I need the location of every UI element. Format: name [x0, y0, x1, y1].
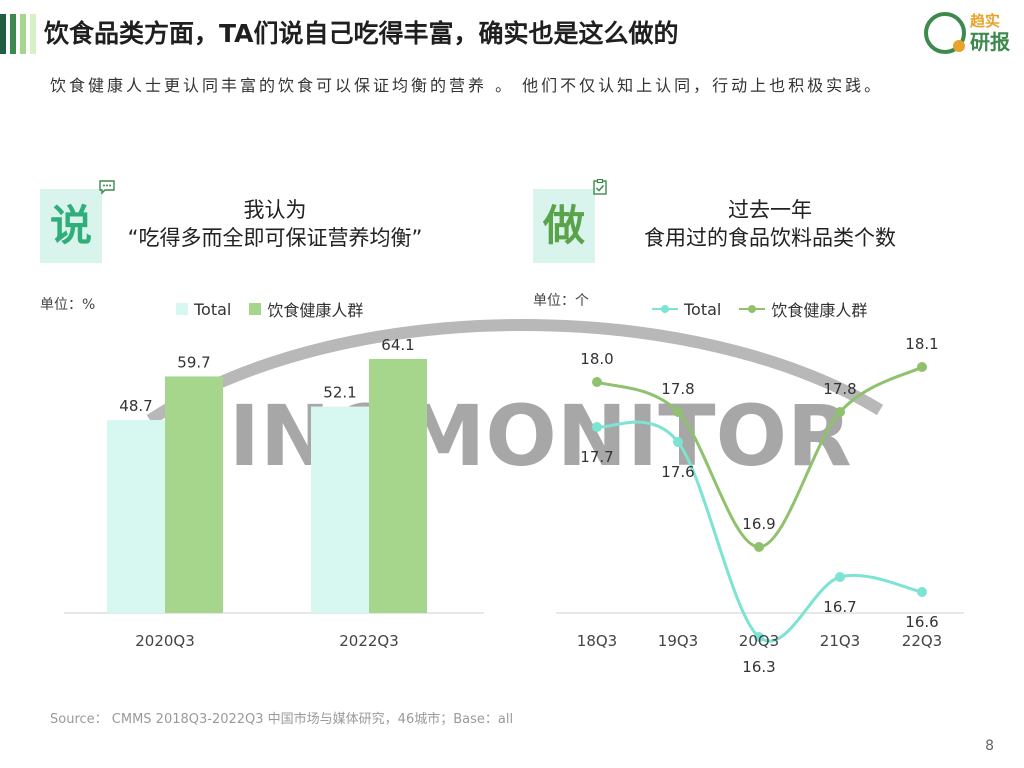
right-unit-label: 单位：个: [533, 293, 589, 309]
total-series-line: [596, 420, 923, 643]
line-value-label: 18.1: [905, 335, 938, 353]
say-badge: 说: [40, 189, 102, 263]
legend-total: Total: [176, 300, 231, 319]
legend-health-swatch: [249, 303, 262, 315]
bar-2022Q3-health: [369, 359, 427, 613]
x-tick-label: 22Q3: [902, 632, 942, 650]
bar-2020Q3-total: [107, 420, 165, 613]
legend-line-health-marker: [739, 303, 766, 315]
x-tick-label: 18Q3: [577, 632, 617, 650]
header-accent-bars: [0, 14, 36, 54]
x-tick-label: 2020Q3: [135, 632, 195, 650]
watermark: SINOMONITOR: [146, 319, 884, 485]
logo-q-icon: [924, 12, 966, 54]
line-value-label: 16.9: [742, 515, 775, 533]
legend-total-label: Total: [194, 299, 232, 319]
right-heading-line2: 食用过的食品饮料品类个数: [644, 226, 896, 250]
left-heading-line1: 我认为: [243, 198, 307, 222]
health-point-21Q3: [835, 407, 845, 417]
line-value-label: 17.8: [661, 380, 694, 398]
bar-chart: 48.7 59.7 2020Q3 52.1 64.1 2022Q3: [64, 336, 484, 650]
line-value-label: 17.8: [823, 380, 856, 398]
right-panel-heading: 过去一年 食用过的食品饮料品类个数: [600, 196, 940, 252]
left-panel-heading: 我认为 “吃得多而全即可保证营养均衡”: [110, 196, 440, 252]
bar-value-label: 64.1: [381, 336, 414, 354]
x-tick-label: 21Q3: [820, 632, 860, 650]
bar-value-label: 52.1: [323, 384, 356, 402]
line-value-label: 16.7: [823, 598, 856, 616]
health-point-19Q3: [673, 407, 683, 417]
page-number: 8: [985, 738, 994, 754]
bar-value-label: 59.7: [177, 353, 210, 371]
left-chart-legend: Total 饮食健康人群: [176, 297, 363, 321]
line-value-label: 18.0: [580, 350, 613, 368]
page-subtitle: 饮食健康人士更认同丰富的饮食可以保证均衡的营养 。 他们不仅认知上认同，行动上也…: [50, 76, 884, 95]
line-value-label: 17.7: [580, 448, 613, 466]
legend-line-health-label: 饮食健康人群: [771, 301, 868, 320]
bar-value-label: 48.7: [119, 397, 152, 415]
brand-name-bottom: 研报: [970, 30, 1010, 54]
source-note: Source： CMMS 2018Q3-2022Q3 中国市场与媒体研究，46城…: [50, 712, 514, 727]
left-unit-label: 单位：%: [40, 297, 96, 313]
legend-health-label: 饮食健康人群: [267, 301, 364, 320]
total-point-19Q3: [673, 437, 683, 447]
do-badge: 做: [533, 189, 595, 263]
total-point-22Q3: [917, 587, 927, 597]
line-value-label: 16.3: [742, 658, 775, 676]
brand-logo: 趋实 研报: [924, 12, 1010, 54]
legend-health: 饮食健康人群: [249, 297, 363, 321]
right-chart-legend: Total 饮食健康人群: [652, 297, 867, 321]
legend-line-total-label: Total: [684, 299, 722, 319]
watermark-text: SINOMONITOR: [168, 387, 851, 485]
x-tick-label: 19Q3: [658, 632, 698, 650]
total-point-21Q3: [835, 572, 845, 582]
bar-2020Q3-health: [165, 376, 223, 613]
line-value-label: 17.6: [661, 463, 694, 481]
health-point-22Q3: [917, 362, 927, 372]
right-heading-line1: 过去一年: [728, 198, 812, 222]
health-point-20Q3: [754, 542, 764, 552]
watermark-arc: [146, 319, 884, 426]
brand-name-top: 趋实: [970, 12, 1001, 30]
legend-total-swatch: [176, 303, 188, 315]
x-tick-label: 20Q3: [739, 632, 779, 650]
total-point-20Q3: [754, 632, 764, 642]
legend-line-total-marker: [652, 303, 678, 315]
total-point-18Q3: [592, 422, 602, 432]
health-point-18Q3: [592, 377, 602, 387]
left-heading-line2: “吃得多而全即可保证营养均衡”: [127, 226, 423, 250]
page-title: 饮食品类方面，TA们说自己吃得丰富，确实也是这么做的: [44, 19, 679, 48]
legend-line-total: Total: [652, 300, 721, 319]
bar-2022Q3-total: [311, 406, 369, 613]
legend-line-health: 饮食健康人群: [739, 297, 867, 321]
chat-bubble-icon: [99, 180, 115, 195]
clipboard-check-icon: [593, 179, 607, 195]
x-tick-label: 2022Q3: [339, 632, 399, 650]
line-chart: 17.7 17.6 16.3 16.7 16.6 18.0 17.8 16.9 17.8 18.1…: [556, 335, 964, 676]
line-value-label: 16.6: [905, 613, 938, 631]
